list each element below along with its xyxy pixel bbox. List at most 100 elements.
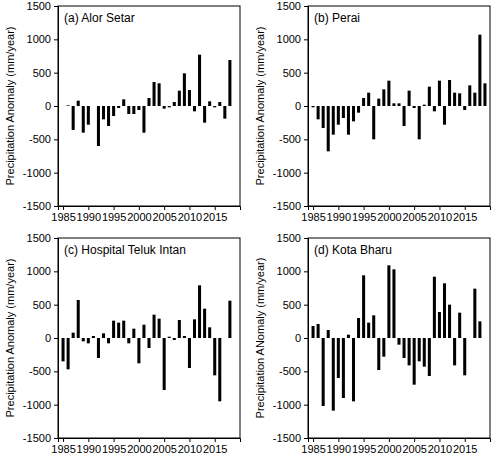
bar — [203, 106, 206, 123]
x-tick-mark — [114, 438, 115, 442]
y-axis-line — [304, 7, 309, 207]
bar — [367, 323, 370, 338]
y-tick-mark — [54, 305, 58, 306]
y-tick: 1000 — [277, 265, 308, 277]
x-tick-mark — [414, 438, 415, 442]
x-tick: 2015 — [203, 206, 227, 223]
bar — [137, 106, 140, 110]
bar — [208, 327, 211, 338]
x-tick: 1985 — [301, 206, 325, 223]
bar — [337, 338, 340, 378]
bar — [132, 106, 135, 114]
bar — [392, 269, 395, 338]
y-tick: 1500 — [27, 232, 58, 244]
bar — [387, 81, 390, 106]
x-axis-line — [59, 439, 241, 443]
x-tick-mark — [465, 206, 466, 210]
y-tick-mark — [54, 405, 58, 406]
y-tick-label: 1000 — [27, 265, 51, 277]
bar — [87, 106, 90, 125]
y-tick-label: 1500 — [27, 0, 51, 12]
bar — [142, 325, 145, 338]
x-tick: 1985 — [51, 438, 75, 455]
bar — [478, 35, 481, 106]
y-tick: 500 — [33, 67, 58, 79]
y-tick-mark — [54, 39, 58, 40]
y-tick-mark — [54, 6, 58, 7]
x-tick: 2015 — [453, 438, 477, 455]
y-tick: 1000 — [27, 33, 58, 45]
bar — [317, 324, 320, 338]
x-axis: 1985199019952000200520102015 — [301, 206, 490, 223]
bar — [228, 301, 231, 338]
x-tick-mark — [114, 206, 115, 210]
y-tick-label: -1500 — [23, 200, 51, 212]
y-tick-mark — [304, 73, 308, 74]
y-tick-label: -1000 — [273, 399, 301, 411]
bar — [92, 336, 95, 338]
x-tick-label: 2005 — [402, 211, 426, 223]
y-tick-label: 1000 — [27, 33, 51, 45]
x-tick-label: 2005 — [402, 443, 426, 455]
bar — [443, 106, 446, 125]
y-tick: 500 — [283, 67, 308, 79]
bar — [332, 106, 335, 135]
bar — [362, 98, 365, 106]
bar — [327, 106, 330, 151]
x-tick-mark — [139, 438, 140, 442]
plot-frame — [58, 238, 240, 438]
bar — [322, 338, 325, 406]
bar — [453, 93, 456, 106]
x-tick: 1990 — [327, 206, 351, 223]
x-tick: 2000 — [127, 206, 151, 223]
bar — [153, 82, 156, 106]
x-tick-label: 1995 — [102, 443, 126, 455]
bar — [418, 106, 421, 139]
y-tick-label: 500 — [33, 67, 51, 79]
bar — [158, 319, 161, 338]
y-axis: -1500-1000-500050010001500 — [23, 232, 59, 444]
y-tick: 0 — [295, 332, 308, 344]
bars — [67, 55, 232, 146]
y-tick-mark — [54, 206, 58, 207]
bar — [463, 338, 466, 375]
x-tick: 2015 — [203, 438, 227, 455]
bar — [357, 106, 360, 113]
panel-title: (d) Kota Bharu — [314, 243, 392, 257]
x-tick: 2010 — [428, 206, 452, 223]
x-tick-label: 2010 — [178, 443, 202, 455]
bar — [433, 277, 436, 338]
x-tick: 2005 — [402, 438, 426, 455]
bar — [433, 106, 436, 111]
bar — [62, 106, 65, 107]
x-tick: 1995 — [102, 438, 126, 455]
y-tick-mark — [304, 238, 308, 239]
bar — [382, 338, 385, 357]
bar — [178, 320, 181, 338]
bar — [198, 285, 201, 338]
bar — [62, 338, 65, 361]
bar — [163, 106, 166, 109]
bar — [312, 106, 315, 107]
y-axis: -1500-1000-500050010001500 — [23, 0, 59, 212]
x-tick: 2005 — [152, 438, 176, 455]
x-tick: 2010 — [178, 206, 202, 223]
x-axis: 1985199019952000200520102015 — [51, 206, 240, 223]
x-tick-label: 2015 — [203, 443, 227, 455]
bar — [448, 305, 451, 338]
bar — [183, 73, 186, 106]
y-tick: 1000 — [277, 33, 308, 45]
y-tick: 500 — [283, 299, 308, 311]
bar — [377, 338, 380, 370]
bar — [438, 312, 441, 338]
bar — [473, 289, 476, 338]
y-tick: 0 — [45, 332, 58, 344]
bar — [198, 55, 201, 106]
y-tick: 1500 — [27, 0, 58, 12]
y-tick-label: -1000 — [23, 167, 51, 179]
y-tick-label: 0 — [45, 100, 51, 112]
x-tick-label: 1995 — [352, 211, 376, 223]
bar — [67, 338, 70, 369]
bar — [317, 106, 320, 119]
bar — [147, 98, 150, 106]
